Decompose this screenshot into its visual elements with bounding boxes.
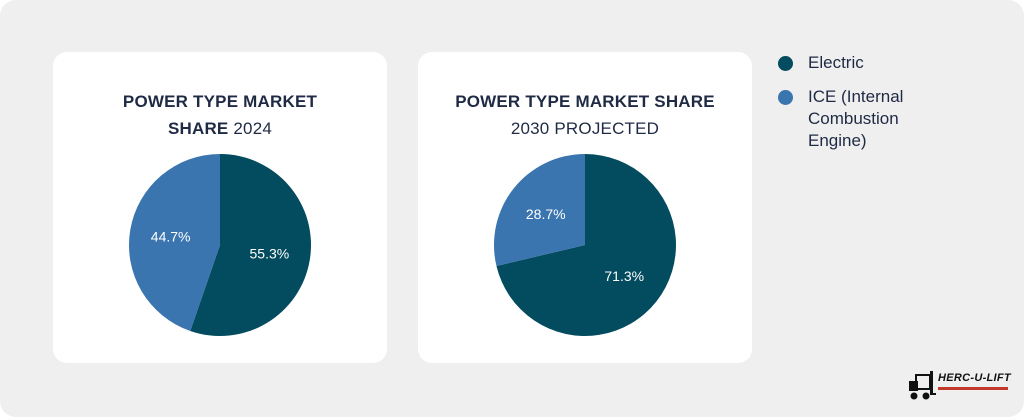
pie-slice-electric — [496, 154, 676, 336]
legend-swatch-electric — [778, 56, 793, 71]
legend: Electric ICE (Internal Combustion Engine… — [778, 52, 1008, 164]
chart-title-year: 2024 — [233, 119, 273, 138]
chart-title-bold: POWER TYPE MARKET SHARE — [455, 92, 715, 111]
logo-text: HERC-U-LIFT — [938, 372, 1011, 384]
pie-slice-ice — [129, 154, 220, 332]
brand-logo: HERC-U-LIFT — [906, 368, 1012, 402]
legend-item-ice: ICE (Internal Combustion Engine) — [778, 86, 1008, 152]
slice-label-electric: 55.3% — [250, 245, 290, 261]
legend-label-ice: ICE (Internal Combustion Engine) — [808, 87, 904, 150]
pie-card-2024: POWER TYPE MARKET SHARE 2024 55.3% 44.7% — [53, 52, 387, 363]
chart-title-2024: POWER TYPE MARKET SHARE 2024 — [53, 88, 387, 142]
slice-label-electric: 71.3% — [604, 268, 644, 284]
pie-chart-2024: 55.3% 44.7% — [129, 154, 311, 336]
legend-swatch-ice — [778, 90, 793, 105]
logo-underline — [938, 387, 1008, 390]
pie-slice-electric — [190, 154, 311, 336]
forklift-icon — [909, 371, 936, 400]
pie-card-2030: POWER TYPE MARKET SHARE 2030 PROJECTED 7… — [418, 52, 752, 363]
chart-title-2030: POWER TYPE MARKET SHARE 2030 PROJECTED — [418, 88, 752, 142]
pie-chart-2030: 71.3% 28.7% — [494, 154, 676, 336]
legend-item-electric: Electric — [778, 52, 1008, 74]
pie-slice-ice — [494, 154, 585, 266]
slice-label-ice: 44.7% — [151, 229, 191, 245]
chart-title-bold: POWER TYPE MARKET SHARE — [122, 92, 318, 138]
legend-label-electric: Electric — [808, 53, 864, 72]
slice-label-ice: 28.7% — [526, 206, 566, 222]
chart-title-projected: 2030 PROJECTED — [510, 119, 660, 138]
